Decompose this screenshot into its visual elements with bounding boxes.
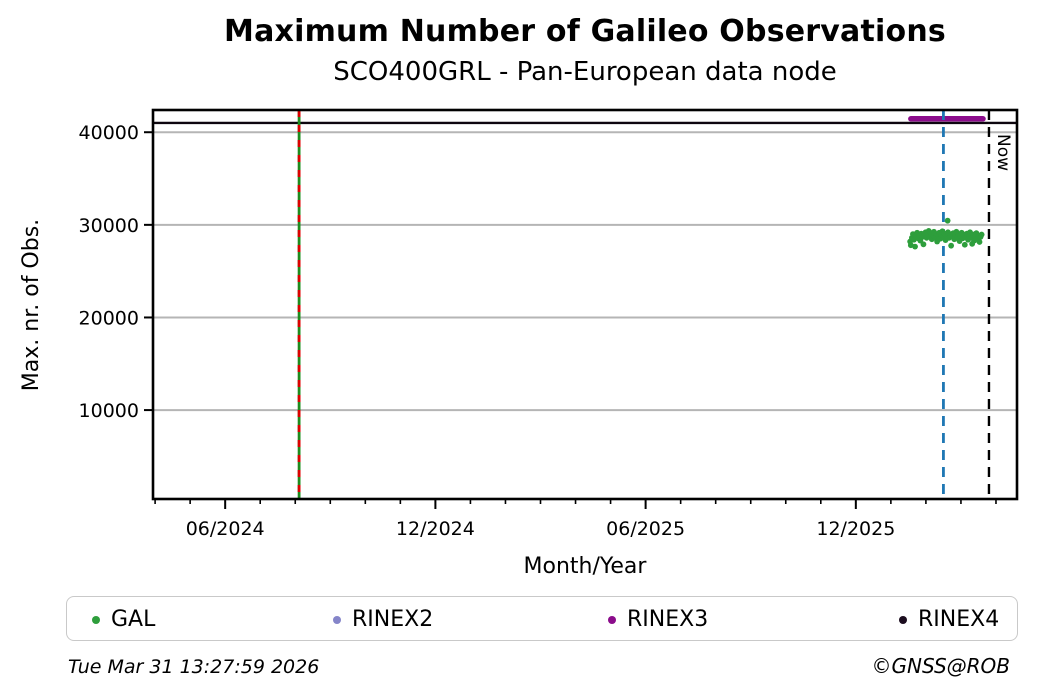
legend-label-rinex4: RINEX4 <box>918 607 1000 632</box>
gal-point <box>978 231 985 238</box>
rinex3-dot-icon <box>608 615 616 624</box>
x-tick-label-12/2025: 12/2025 <box>816 518 895 540</box>
legend-item-rinex3: RINEX3 <box>608 597 708 642</box>
y-tick-label-40000: 40000 <box>79 122 139 144</box>
now-label: Now <box>993 134 1013 171</box>
legend-item-rinex4: RINEX4 <box>899 597 999 642</box>
y-tick-label-30000: 30000 <box>79 215 139 237</box>
gal-dot-icon <box>92 615 100 624</box>
credit-text: ©GNSS@ROB <box>871 654 1011 678</box>
x-axis-label: Month/Year <box>523 554 647 579</box>
gal-point <box>920 241 927 248</box>
gal-point <box>912 243 918 250</box>
rinex4-dot-icon <box>899 615 907 624</box>
gal-point <box>944 217 951 224</box>
plot-canvas: 10000 20000 30000 40000 06/2024 12/2024 06/202… <box>79 108 1019 540</box>
plot-frame <box>151 108 1019 501</box>
y-axis-label: Max. nr. of Obs. <box>19 218 44 392</box>
gal-point <box>961 241 968 248</box>
gal-point <box>976 239 983 245</box>
chart-title: Maximum Number of Galileo Observations <box>224 14 946 49</box>
legend-item-rinex2: RINEX2 <box>333 597 433 642</box>
legend: GAL RINEX2 RINEX3 RINEX4 <box>66 596 1018 641</box>
chart-subtitle: SCO400GRL - Pan-European data node <box>333 57 837 87</box>
x-tick-label-12/2024: 12/2024 <box>396 518 475 540</box>
gal-point <box>948 242 955 249</box>
legend-item-gal: GAL <box>92 597 155 642</box>
y-tick-label-10000: 10000 <box>79 400 139 422</box>
legend-label-rinex3: RINEX3 <box>627 607 709 632</box>
x-tick-label-06/2025: 06/2025 <box>606 518 685 540</box>
rinex2-dot-icon <box>333 615 341 624</box>
legend-label-rinex2: RINEX2 <box>352 607 434 632</box>
timestamp-text: Tue Mar 31 13:27:59 2026 <box>68 656 320 678</box>
x-tick-label-06/2024: 06/2024 <box>186 518 265 540</box>
legend-label-gal: GAL <box>111 607 156 632</box>
y-tick-label-20000: 20000 <box>79 307 139 329</box>
